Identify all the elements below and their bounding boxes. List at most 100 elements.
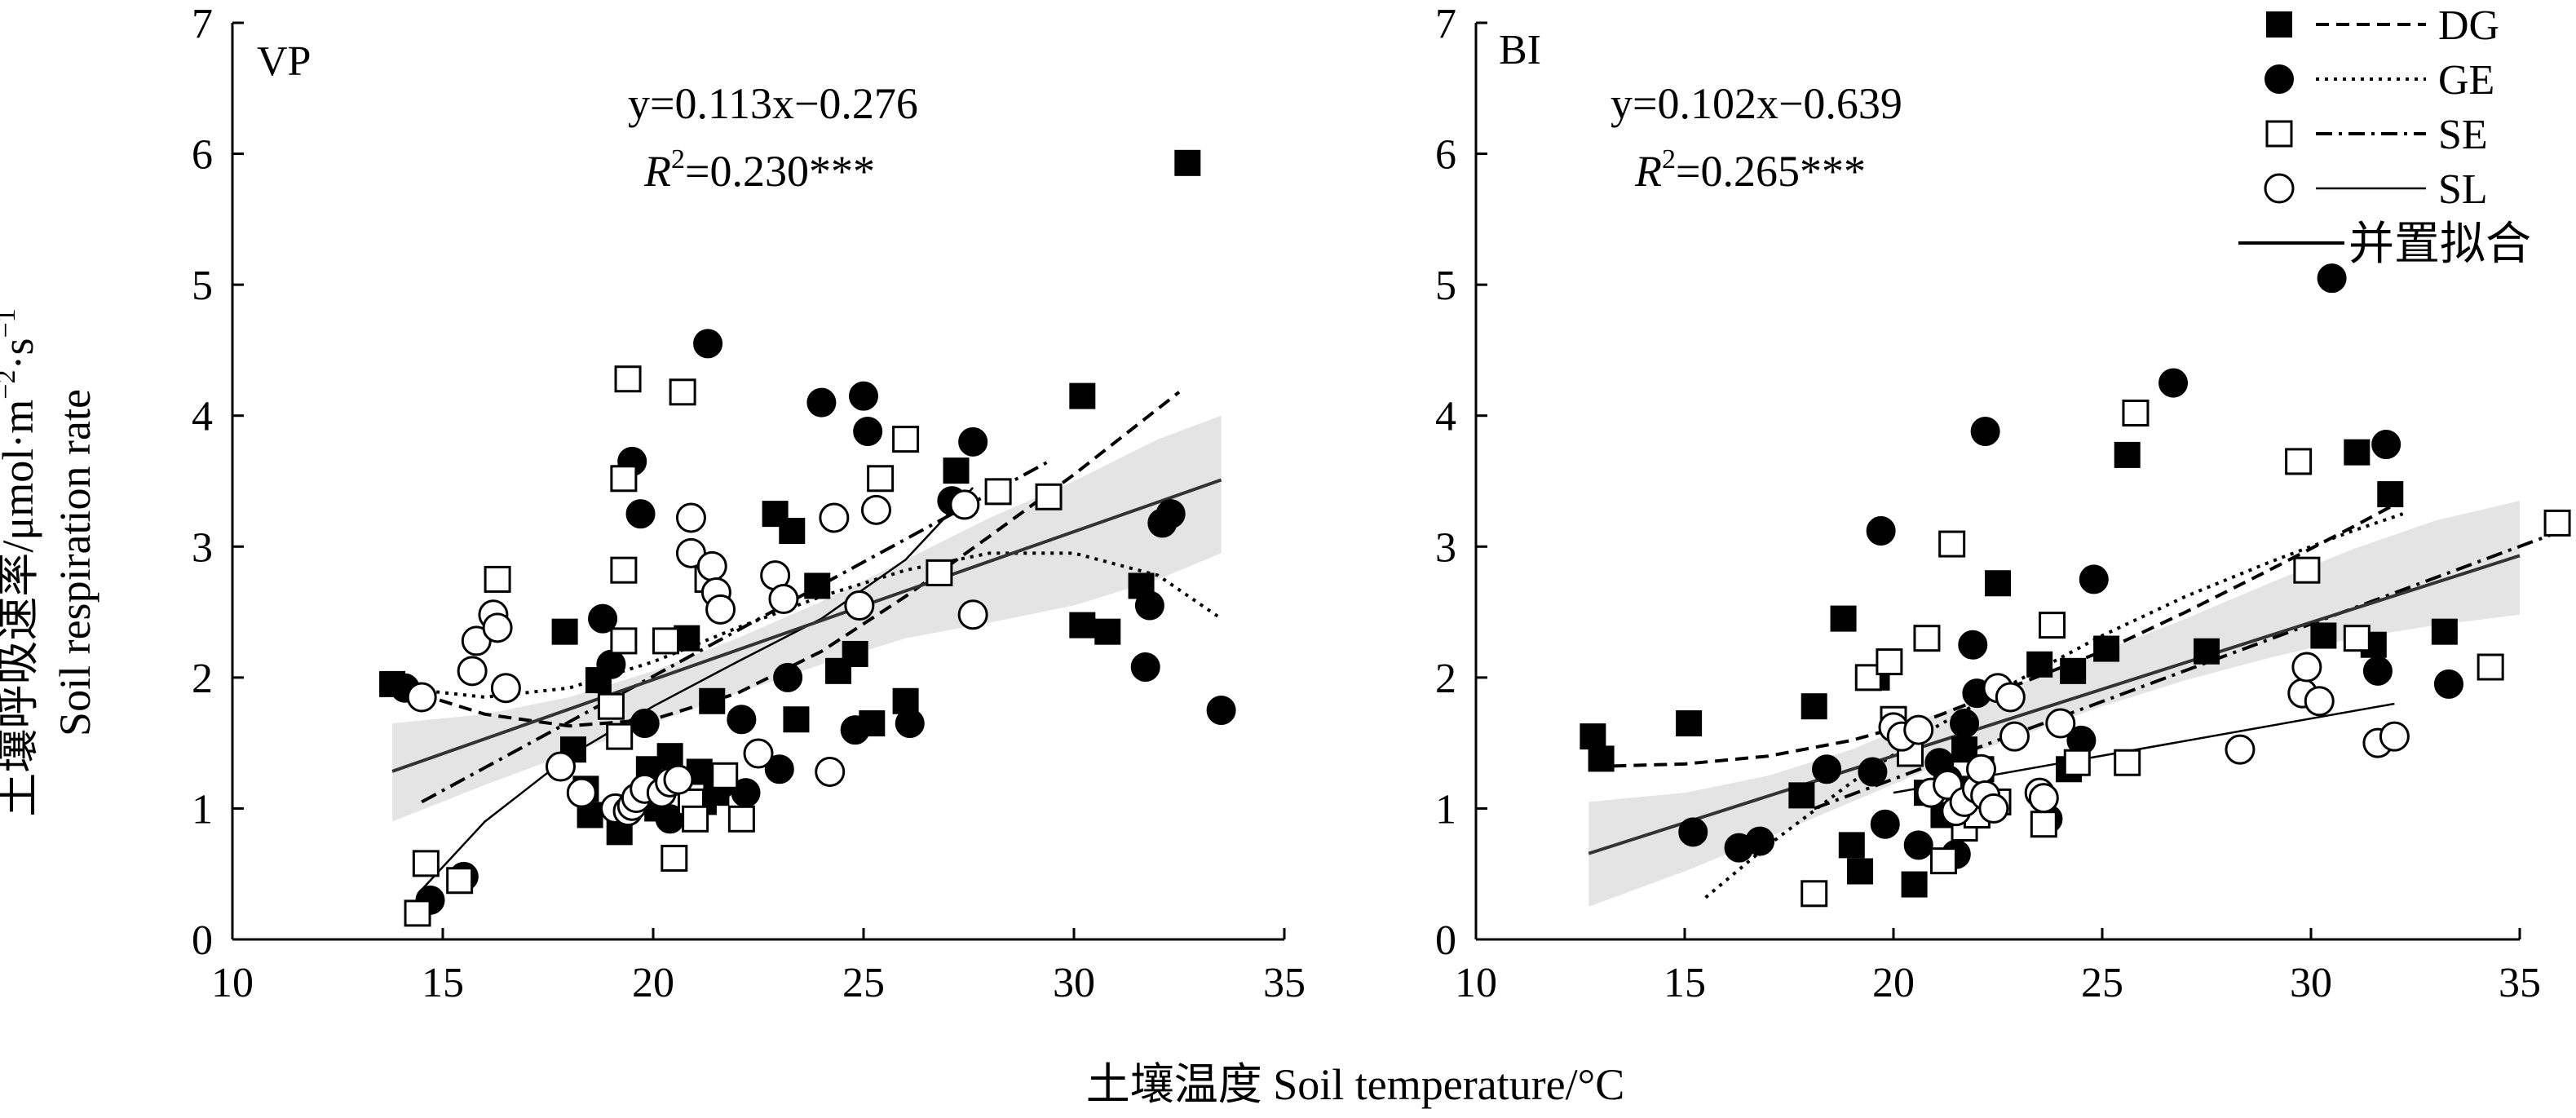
confidence-band <box>392 415 1222 822</box>
point-ge <box>625 499 656 529</box>
point-se <box>610 465 638 493</box>
point-ge <box>1866 516 1896 546</box>
point-se <box>610 556 638 584</box>
point-se <box>669 378 696 406</box>
point-dg <box>2060 657 2087 684</box>
point-ge <box>1950 709 1980 739</box>
point-se <box>984 478 1012 506</box>
point-sl <box>957 599 988 630</box>
y-axis-label-en: Soil respiration rate <box>51 389 99 736</box>
point-se <box>926 559 953 586</box>
x-tick-label: 25 <box>842 960 885 1006</box>
point-sl <box>2045 708 2076 739</box>
point-sl <box>482 612 513 643</box>
point-se <box>412 850 440 877</box>
x-tick-label: 15 <box>1664 960 1706 1006</box>
y-tick-label: 0 <box>192 917 213 964</box>
legend-marker-se <box>2265 120 2293 148</box>
point-sl <box>490 673 521 704</box>
y-axis-label-cn-text: 土壤呼吸速率/ <box>0 541 42 817</box>
point-ge <box>1130 652 1160 683</box>
point-se <box>2477 653 2504 681</box>
legend-marker-ge <box>2264 64 2294 94</box>
point-se <box>1035 483 1063 510</box>
y-axis-label-cn-dot: ·s <box>0 338 42 370</box>
point-ge <box>630 709 660 739</box>
point-dg <box>2093 635 2120 662</box>
point-ge <box>1678 817 1708 847</box>
r-squared: R2=0.230*** <box>643 144 875 196</box>
point-dg <box>1069 612 1096 639</box>
point-ge <box>1958 630 1988 660</box>
point-sl <box>1978 793 2009 824</box>
point-se <box>1938 530 1966 558</box>
legend-label-ge: GE <box>2438 57 2494 104</box>
point-se <box>2122 400 2150 427</box>
point-ge <box>2433 669 2463 699</box>
y-axis-label-en-text: Soil respiration rate <box>51 389 99 736</box>
y-axis-label-cn-sup1: −2 <box>0 370 21 400</box>
point-ge <box>2317 263 2347 294</box>
point-dg <box>2194 638 2220 665</box>
point-se <box>2063 749 2091 776</box>
x-tick-label: 20 <box>632 960 674 1006</box>
point-ge <box>1870 809 1900 839</box>
y-axis-label-cn-sup2: −1 <box>0 308 21 338</box>
point-se <box>2030 811 2057 838</box>
x-axis-label: 土壤温度 Soil temperature/°C <box>1086 1060 1625 1109</box>
y-tick-label: 7 <box>1435 1 1456 47</box>
y-tick-label: 1 <box>1435 786 1456 833</box>
point-dg <box>1801 693 1827 720</box>
point-sl <box>768 584 799 615</box>
r-squared-value: =0.265*** <box>1676 147 1866 196</box>
legend: DG GE SE SL 并置拟合 <box>2238 2 2531 270</box>
point-sl <box>2028 783 2059 814</box>
legend-label-pooled: 并置拟合 <box>2348 219 2531 270</box>
point-dg <box>2310 622 2337 649</box>
point-se <box>2285 448 2313 475</box>
point-se <box>2543 509 2571 537</box>
y-tick-label: 6 <box>1435 132 1456 179</box>
point-dg <box>842 640 868 667</box>
point-se <box>610 627 638 655</box>
point-sl <box>819 502 850 533</box>
x-tick-label: 30 <box>2290 960 2332 1006</box>
point-sl <box>457 656 488 687</box>
y-axis-label: 土壤呼吸速率/μmol·m−2·s−1 Soil respiration rat… <box>0 308 99 816</box>
point-dg <box>1174 149 1201 176</box>
point-dg <box>699 687 726 714</box>
point-ge <box>2158 368 2189 398</box>
point-dg <box>1588 745 1615 772</box>
point-sl <box>663 764 694 795</box>
point-dg <box>2114 441 2141 468</box>
y-tick-label: 1 <box>192 786 213 833</box>
point-se <box>1801 880 1828 908</box>
pooled-fit-line <box>1588 554 2521 855</box>
fit-line-dg <box>1593 503 2396 769</box>
point-ge <box>764 754 794 784</box>
point-ge <box>596 649 626 679</box>
point-ge <box>849 381 878 411</box>
point-sl <box>566 777 597 808</box>
point-se <box>892 426 920 453</box>
legend-label-sl: SL <box>2438 166 2488 213</box>
point-sl <box>545 751 576 782</box>
point-dg <box>2026 651 2053 678</box>
point-se <box>652 627 679 655</box>
point-sl <box>860 494 891 525</box>
y-tick-label: 5 <box>192 263 213 309</box>
point-ge <box>1134 590 1164 621</box>
r-squared-sup: 2 <box>671 144 685 175</box>
fit-line-sl <box>421 487 974 890</box>
point-dg <box>2431 618 2458 645</box>
x-tick-label: 25 <box>2081 960 2123 1006</box>
point-ge <box>693 329 723 359</box>
legend-marker-sl <box>2264 173 2295 204</box>
point-ge <box>1812 754 1842 784</box>
point-sl <box>696 550 727 581</box>
point-ge <box>2362 656 2393 686</box>
point-sl <box>2291 652 2322 683</box>
point-ge <box>1970 416 2000 446</box>
r-squared-sup: 2 <box>1662 144 1676 175</box>
